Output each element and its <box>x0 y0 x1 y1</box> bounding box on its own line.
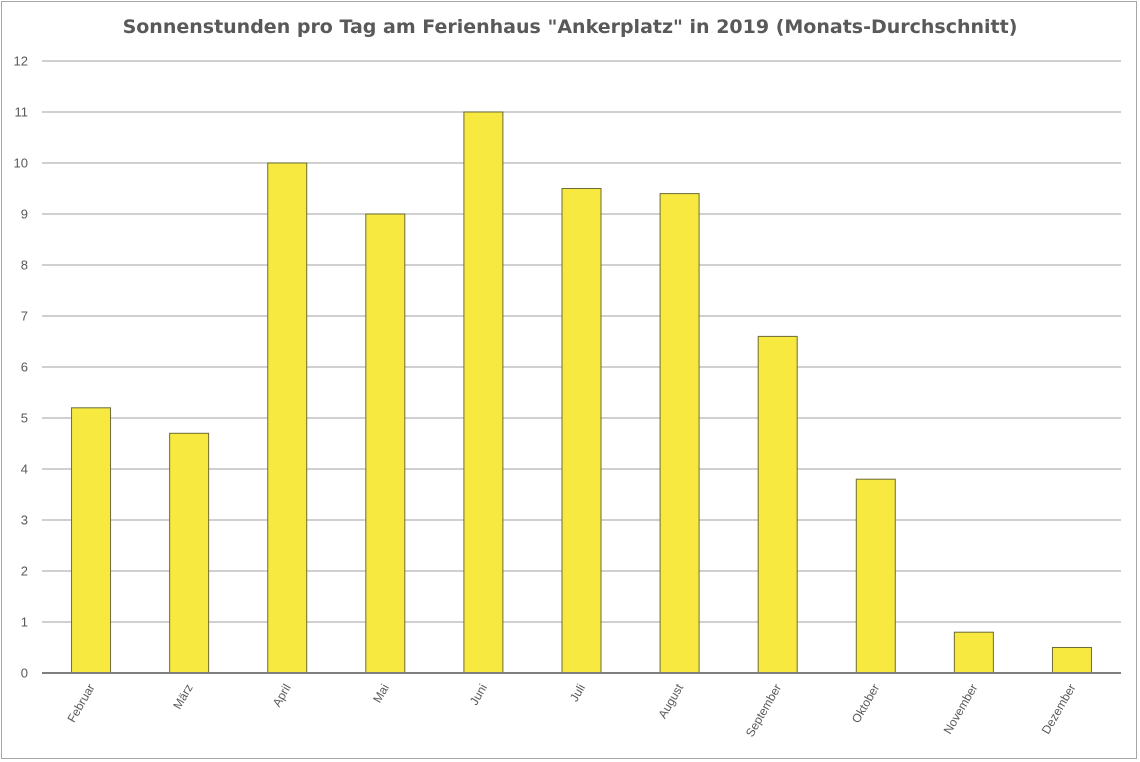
x-tick-label: Dezember <box>1039 682 1079 737</box>
bar-juli <box>561 188 602 674</box>
x-axis-ticks: Februar März April Mai Juni Juli August Septemb… <box>65 681 1079 739</box>
x-tick-label: Mai <box>370 682 392 706</box>
bar-mai <box>365 213 406 674</box>
bar-november <box>953 631 994 674</box>
y-tick-label: 9 <box>21 207 28 222</box>
y-tick-label: 10 <box>14 156 28 171</box>
x-tick-label: Oktober <box>849 681 882 725</box>
y-tick-label: 5 <box>21 411 28 426</box>
bar-märz <box>169 432 210 674</box>
x-tick-label: November <box>941 682 981 737</box>
bar-dezember <box>1051 647 1092 674</box>
bars <box>71 111 1092 674</box>
bar-august <box>659 193 700 674</box>
x-tick-label: April <box>270 682 294 710</box>
y-tick-label: 12 <box>14 54 28 69</box>
x-tick-label: März <box>170 682 195 712</box>
x-tick-label: September <box>743 682 784 740</box>
x-tick-label: Juli <box>567 682 588 705</box>
bar-oktober <box>855 478 896 674</box>
bar-juni <box>463 111 504 674</box>
y-tick-label: 8 <box>21 258 28 273</box>
y-tick-label: 2 <box>21 564 28 579</box>
chart-title: Sonnenstunden pro Tag am Ferienhaus "Ank… <box>122 16 1018 38</box>
y-tick-label: 4 <box>21 462 28 477</box>
x-tick-label: August <box>655 681 686 721</box>
y-tick-label: 1 <box>21 615 28 630</box>
y-tick-label: 11 <box>15 105 29 120</box>
bar-februar <box>71 407 112 674</box>
x-tick-label: Juni <box>467 682 490 708</box>
bar-april <box>267 162 308 674</box>
y-tick-label: 0 <box>21 666 28 681</box>
x-tick-label: Februar <box>65 682 98 725</box>
y-tick-label: 6 <box>21 360 28 375</box>
y-tick-label: 3 <box>21 513 28 528</box>
y-tick-label: 7 <box>21 309 28 324</box>
bar-september <box>757 335 798 674</box>
